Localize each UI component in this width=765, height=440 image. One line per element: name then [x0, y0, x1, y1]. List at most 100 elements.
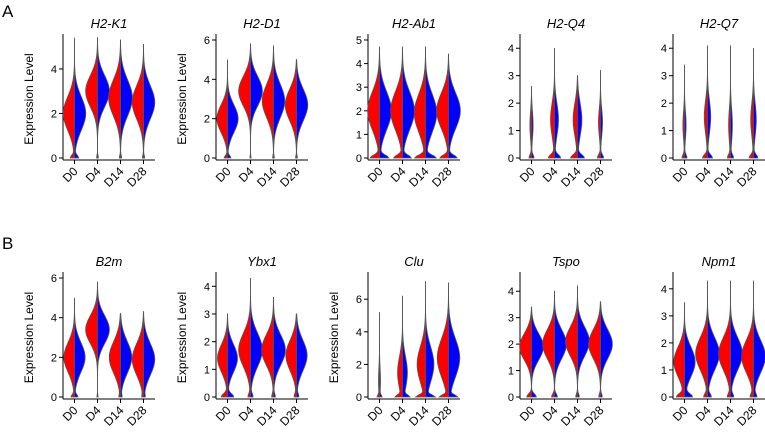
violin-left-half [588, 301, 601, 398]
x-tick-label: D14 [406, 403, 432, 429]
violin-right-half [730, 45, 735, 159]
violin-right-half [554, 48, 562, 159]
violin-right-half [402, 46, 415, 159]
panel-title: H2-Q7 [700, 16, 739, 31]
x-tick-label: D14 [101, 164, 127, 190]
violin-left-half [413, 46, 426, 159]
violin-right-half [554, 290, 567, 398]
violin-left-half [85, 37, 98, 159]
violin-right-half [296, 59, 309, 159]
y-axis-label: Expression Level [175, 292, 189, 383]
violin-left-half [108, 313, 121, 398]
violin-right-half [227, 313, 238, 398]
x-tick-label: D0 [213, 403, 234, 424]
violin-left-half [436, 53, 449, 159]
x-tick-label: D14 [101, 403, 127, 429]
panel-label-a: A [2, 2, 14, 21]
violin-left-half [261, 45, 274, 159]
panel-title: Tspo [552, 254, 580, 269]
y-axis-label: Expression Level [175, 53, 189, 144]
violin-right-half [379, 312, 383, 398]
x-tick-label: D14 [254, 164, 280, 190]
y-tick-label: 0 [204, 153, 210, 165]
x-tick-label: D4 [388, 403, 409, 424]
violin-right-half [448, 53, 461, 159]
panel-title: Ybx1 [247, 254, 277, 269]
y-tick-label: 2 [508, 98, 514, 110]
violin-left-half [131, 311, 144, 398]
panel-title: Clu [404, 254, 424, 269]
violin-left-half [565, 285, 578, 398]
x-tick-label: D28 [734, 403, 760, 429]
y-tick-label: 6 [356, 294, 362, 306]
violin-right-half [753, 48, 759, 159]
y-tick-label: 0 [204, 392, 210, 404]
violin-left-half [63, 297, 75, 398]
x-tick-label: D0 [213, 164, 234, 185]
violin-left-half [741, 280, 754, 398]
violin-left-half [695, 280, 708, 398]
y-tick-label: 6 [51, 273, 57, 285]
violin-right-half [684, 302, 696, 398]
y-tick-label: 1 [661, 126, 667, 138]
x-tick-label: D14 [254, 403, 280, 429]
x-tick-label: D4 [236, 403, 257, 424]
violin-left-half [542, 290, 555, 398]
violin-right-half [600, 70, 605, 159]
y-tick-label: 0 [51, 153, 57, 165]
y-tick-label: 4 [661, 43, 667, 55]
y-tick-label: 2 [356, 106, 362, 118]
y-tick-label: 3 [508, 71, 514, 83]
violin-right-half [97, 281, 110, 398]
y-tick-label: 1 [508, 126, 514, 138]
violin-left-half [726, 45, 731, 159]
violin-right-half [120, 313, 133, 398]
y-tick-label: 0 [356, 153, 362, 165]
y-tick-label: 6 [204, 35, 210, 47]
panel-title: Npm1 [702, 254, 737, 269]
y-tick-label: 2 [661, 338, 667, 350]
y-tick-label: 1 [661, 365, 667, 377]
x-tick-label: D4 [693, 403, 714, 424]
violin-left-half [238, 43, 251, 159]
y-tick-label: 4 [204, 74, 210, 86]
violin-right-half [120, 39, 133, 159]
x-tick-label: D4 [540, 403, 561, 424]
violin-left-half [285, 313, 297, 398]
y-tick-label: 1 [204, 364, 210, 376]
x-tick-label: D0 [60, 403, 81, 424]
violin-right-half [425, 46, 438, 159]
violin-left-half [238, 278, 251, 398]
violin-left-half [519, 306, 532, 398]
x-tick-label: D4 [236, 164, 257, 185]
x-tick-label: D4 [693, 164, 714, 185]
y-tick-label: 0 [51, 392, 57, 404]
violin-left-half [284, 59, 297, 159]
y-tick-label: 4 [51, 64, 57, 76]
x-tick-label: D28 [734, 164, 760, 190]
y-tick-label: 3 [356, 82, 362, 94]
x-tick-label: D0 [365, 403, 386, 424]
panel-title: H2-Q4 [547, 16, 585, 31]
y-tick-label: 2 [356, 359, 362, 371]
violin-right-half [379, 46, 392, 159]
y-tick-label: 0 [661, 153, 667, 165]
x-tick-label: D28 [277, 403, 303, 429]
violin-left-half [131, 44, 144, 159]
violin-left-half [216, 59, 228, 159]
x-tick-label: D14 [558, 164, 584, 190]
y-axis-label: Expression Level [327, 292, 341, 383]
violin-left-half [673, 302, 685, 398]
y-tick-label: 4 [356, 327, 362, 339]
violin-right-half [577, 285, 590, 398]
x-tick-label: D0 [60, 164, 81, 185]
panel-title: H2-D1 [243, 16, 281, 31]
violin-right-half [143, 44, 156, 159]
